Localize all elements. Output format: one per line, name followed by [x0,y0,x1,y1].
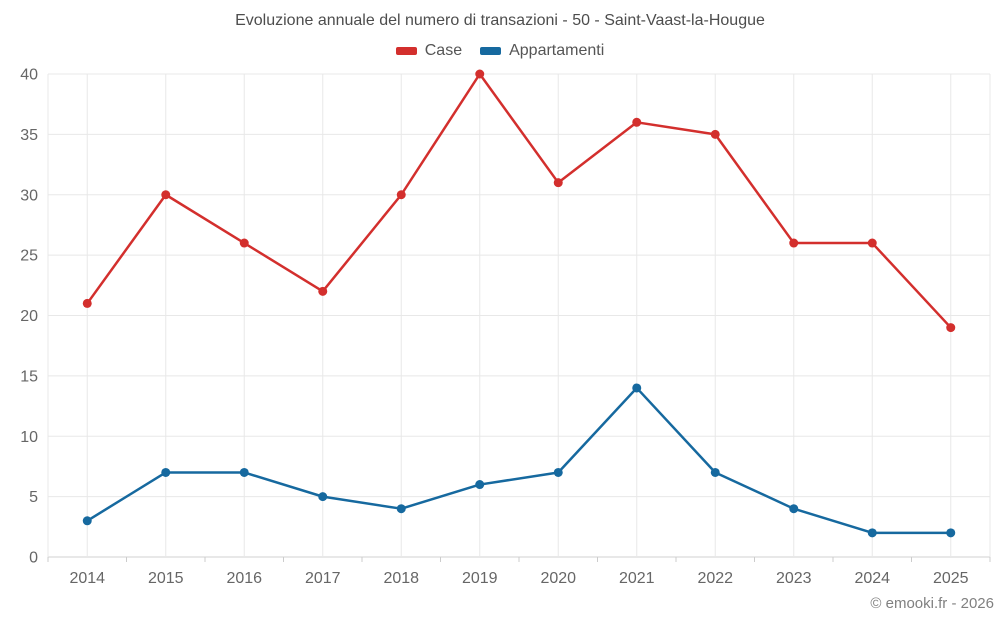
data-point-case [82,298,92,308]
x-tick-label: 2025 [933,570,969,587]
y-tick-label: 20 [20,308,38,325]
data-point-case [553,178,563,188]
x-tick-label: 2017 [305,570,341,587]
data-point-appartamenti [318,492,328,502]
data-point-case [161,190,171,200]
x-tick-label: 2023 [776,570,812,587]
x-tick-label: 2015 [148,570,184,587]
data-point-appartamenti [710,467,720,477]
y-tick-label: 40 [20,67,38,84]
legend-label-appartamenti: Appartamenti [509,42,605,59]
y-tick-label: 10 [20,429,38,446]
chart-title: Evoluzione annuale del numero di transaz… [235,12,765,29]
y-tick-label: 30 [20,187,38,204]
legend-swatch-appartamenti [480,47,502,55]
legend-item-case[interactable]: Case [395,42,463,60]
data-point-case [867,238,877,248]
y-tick-label: 35 [20,127,38,144]
legend: Case Appartamenti [0,42,1000,60]
y-tick-label: 0 [29,550,38,567]
x-tick-label: 2021 [619,570,655,587]
series-line-case [86,72,952,329]
data-point-appartamenti [632,383,642,393]
copyright-text: © emooki.fr - 2026 [870,595,994,612]
data-point-case [789,238,799,248]
legend-item-appartamenti[interactable]: Appartamenti [480,42,604,60]
x-tick-label: 2022 [697,570,733,587]
x-tick-label: 2024 [854,570,890,587]
data-point-case [239,238,249,248]
data-point-appartamenti [475,480,485,490]
data-point-appartamenti [946,528,956,538]
x-tick-label: 2019 [462,570,498,587]
y-tick-label: 15 [20,368,38,385]
x-tick-label: 2016 [226,570,262,587]
y-tick-label: 5 [29,489,38,506]
data-point-appartamenti [82,516,92,526]
data-point-appartamenti [161,467,171,477]
data-point-case [710,129,720,139]
data-point-appartamenti [396,504,406,514]
data-point-appartamenti [553,467,563,477]
data-point-case [632,117,642,127]
x-tick-label: 2018 [383,570,419,587]
data-point-case [475,69,485,79]
legend-label-case: Case [424,42,463,59]
data-point-appartamenti [239,467,249,477]
y-tick-label: 25 [20,248,38,265]
data-point-case [396,190,406,200]
data-point-case [946,323,956,333]
data-point-appartamenti [867,528,877,538]
legend-swatch-case [395,47,417,55]
x-tick-label: 2014 [69,570,105,587]
data-point-case [318,286,328,296]
data-point-appartamenti [789,504,799,514]
series-line-appartamenti [86,386,952,535]
x-tick-label: 2020 [540,570,576,587]
